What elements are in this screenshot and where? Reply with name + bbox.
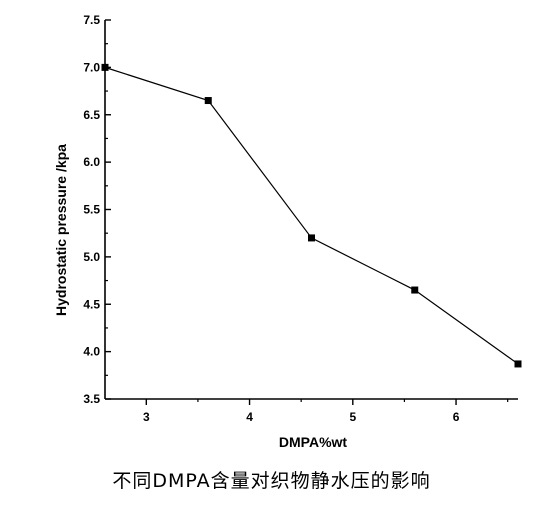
y-tick-label: 7.5 (83, 13, 100, 27)
y-tick-label: 5.0 (83, 250, 100, 264)
y-tick-label: 4.5 (83, 297, 100, 311)
data-point (204, 97, 212, 105)
x-tick-label: 4 (246, 410, 253, 424)
y-axis-label: Hydrostatic pressure /kpa (53, 144, 69, 316)
x-tick-label: 6 (453, 410, 460, 424)
y-tick-label: 7.0 (83, 60, 100, 74)
y-tick-label: 3.5 (83, 392, 100, 406)
line-chart: 3.54.04.55.05.56.06.57.07.53 4 5 6 DMPA%wt … (53, 13, 522, 450)
series-line (104, 66, 519, 365)
figure-caption: 不同DMPA含量对织物静水压的影响 (112, 470, 431, 492)
data-point (308, 234, 315, 242)
y-tick-label: 5.5 (83, 203, 100, 217)
y-tick-label: 6.5 (83, 108, 100, 122)
chart-axes (104, 20, 518, 400)
data-point (514, 360, 522, 368)
x-tick-label: 3 (143, 410, 150, 424)
y-tick-label: 6.0 (83, 155, 100, 169)
data-point (101, 63, 109, 71)
y-tick-label: 4.0 (83, 345, 100, 359)
chart-plot-area (101, 63, 522, 368)
x-axis-label: DMPA%wt (279, 434, 348, 450)
x-tick-label: 5 (349, 410, 356, 424)
data-point (411, 286, 419, 294)
chart-ticks: 3.5 4.0 4.5 5.0 5.5 6.0 6.5 7.0 7.5 3 4 5 6 (83, 13, 509, 424)
